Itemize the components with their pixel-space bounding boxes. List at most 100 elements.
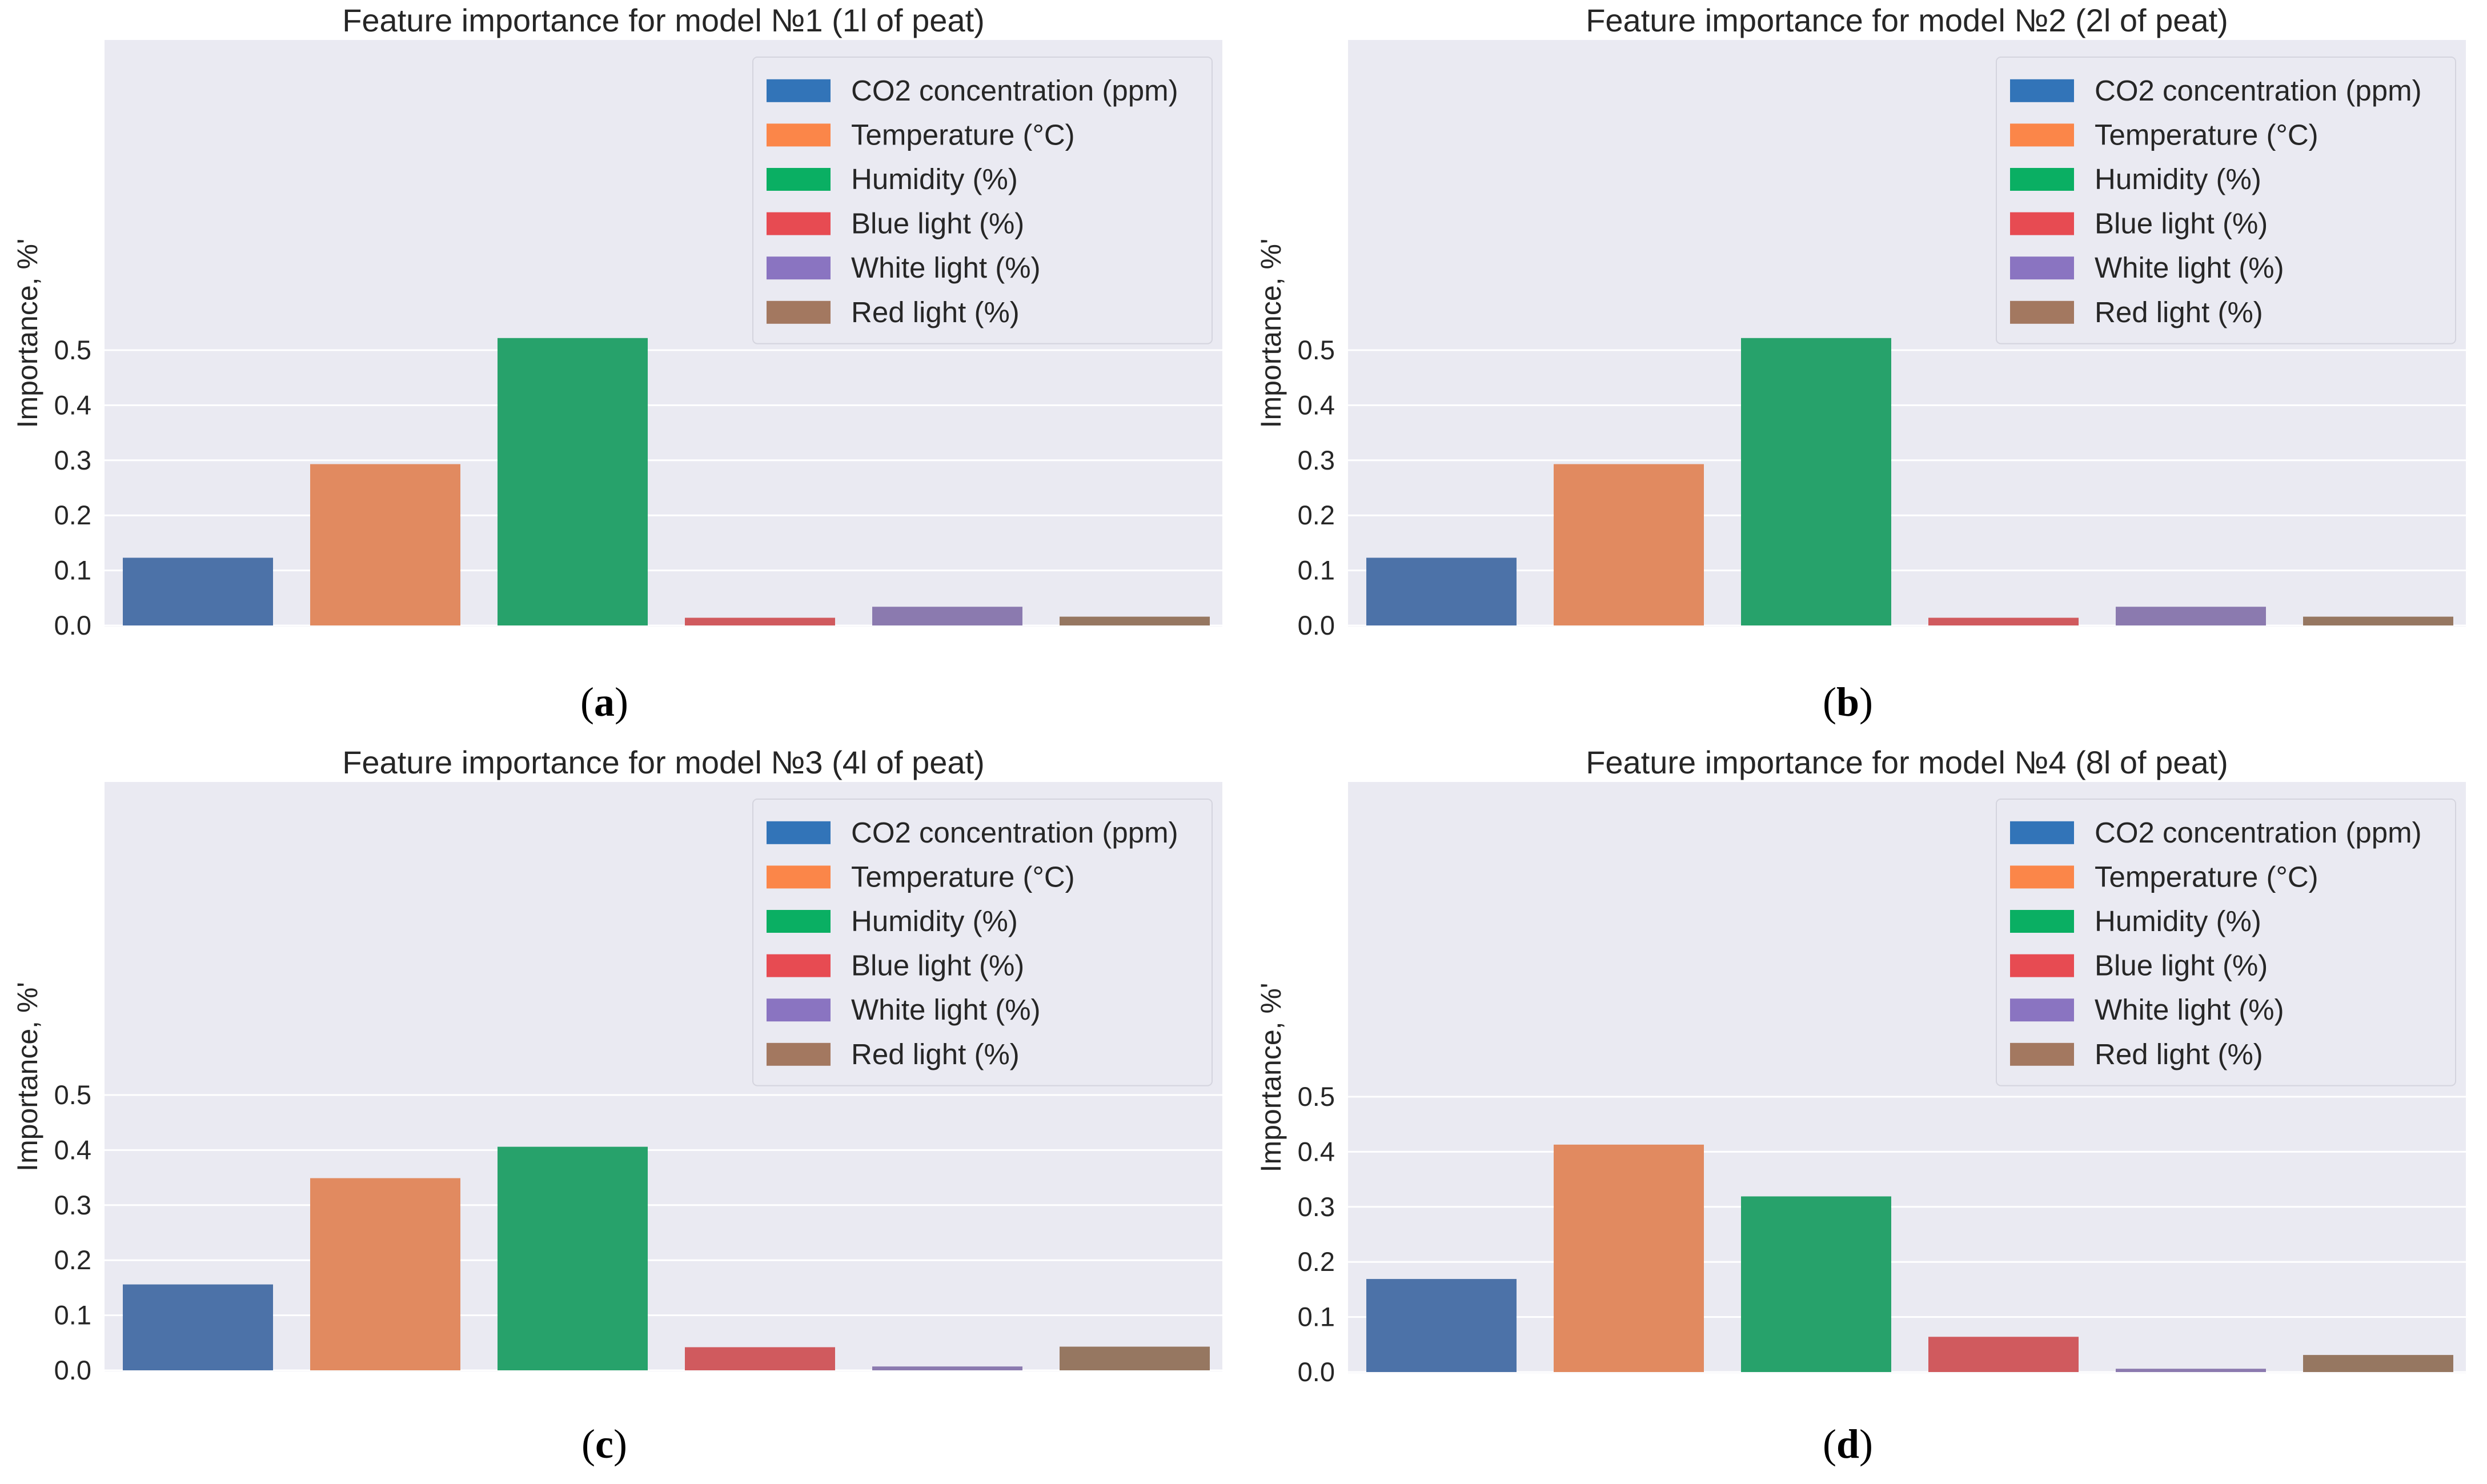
legend-swatch	[767, 910, 831, 933]
bar-blue-light	[685, 617, 835, 625]
panel-letter: (b)	[1823, 679, 1873, 725]
chart-panel-c: 0.0 0.1 0.2 0.3 0.4 0.5 Feature importance for…	[0, 742, 1244, 1484]
y-tick-label: 0.0	[1298, 1357, 1335, 1387]
legend-swatch	[767, 256, 831, 280]
chart-title: Feature importance for model №1 (1l of p…	[342, 2, 985, 38]
legend-swatch	[767, 300, 831, 324]
legend-box	[1996, 57, 2456, 344]
legend-label-temperature-c: Temperature (°C)	[2095, 860, 2318, 893]
legend-swatch	[2010, 821, 2074, 844]
legend-label-temperature-c: Temperature (°C)	[851, 118, 1075, 151]
bar-red-light	[1060, 616, 1210, 625]
legend-label-co2-concentration-ppm: CO2 concentration (ppm)	[2095, 816, 2422, 849]
bar-blue-light	[1928, 1337, 2079, 1372]
bar-red-light	[2303, 1355, 2453, 1372]
legend-swatch	[767, 123, 831, 147]
bar-co2-concentration-ppm	[123, 1284, 273, 1370]
bar-temperature-c	[1554, 1144, 1704, 1372]
chart-svg-a: 0.0 0.1 0.2 0.3 0.4 0.5 Feature importance for…	[11, 2, 1222, 725]
bar-red-light	[2303, 616, 2453, 625]
bar-white-light	[2116, 1369, 2266, 1372]
bar-white-light	[872, 1366, 1022, 1370]
legend-label-temperature-c: Temperature (°C)	[851, 860, 1075, 893]
y-axis-label: Importance, %'	[1255, 239, 1287, 428]
y-axis-label: Importance, %'	[11, 239, 43, 428]
y-tick-label: 0.0	[54, 1355, 91, 1385]
legend-label-co2-concentration-ppm: CO2 concentration (ppm)	[2095, 74, 2422, 107]
y-tick-label: 0.2	[1298, 500, 1335, 530]
panel-letter-value: b	[1836, 679, 1859, 725]
y-tick-label: 0.1	[1298, 555, 1335, 585]
y-tick-label: 0.0	[1298, 610, 1335, 640]
bar-humidity	[498, 338, 648, 625]
legend-label-blue-light: Blue light (%)	[2095, 207, 2268, 240]
chart-svg-b: 0.0 0.1 0.2 0.3 0.4 0.5 Feature importance for…	[1255, 2, 2466, 725]
panel-letter-value: d	[1836, 1421, 1859, 1467]
legend-label-red-light: Red light (%)	[851, 1038, 1020, 1070]
legend-label-humidity: Humidity (%)	[851, 163, 1018, 195]
legend-label-humidity: Humidity (%)	[2095, 905, 2261, 937]
panel-letter-value: a	[594, 679, 615, 725]
y-tick-label: 0.1	[54, 555, 91, 585]
y-axis-label: Importance, %'	[11, 982, 43, 1172]
legend-swatch	[2010, 865, 2074, 889]
y-tick-label: 0.5	[54, 1080, 91, 1110]
legend-label-red-light: Red light (%)	[2095, 296, 2263, 328]
legend-swatch	[2010, 168, 2074, 191]
legend-swatch	[767, 168, 831, 191]
legend-label-co2-concentration-ppm: CO2 concentration (ppm)	[851, 816, 1178, 849]
y-tick-label: 0.1	[1298, 1302, 1335, 1332]
bar-white-light	[872, 607, 1022, 625]
legend-swatch	[767, 212, 831, 235]
legend-swatch	[2010, 256, 2074, 280]
legend-label-red-light: Red light (%)	[2095, 1038, 2263, 1070]
y-tick-label: 0.0	[54, 610, 91, 640]
chart-panel-a: 0.0 0.1 0.2 0.3 0.4 0.5 Feature importance for…	[0, 0, 1244, 742]
legend-box	[752, 799, 1213, 1086]
legend-label-white-light: White light (%)	[851, 993, 1041, 1026]
legend-swatch	[2010, 1042, 2074, 1066]
legend-label-co2-concentration-ppm: CO2 concentration (ppm)	[851, 74, 1178, 107]
panel-letter: (c)	[581, 1421, 627, 1467]
y-tick-label: 0.5	[1298, 335, 1335, 365]
legend-swatch	[767, 1042, 831, 1066]
y-tick-label: 0.3	[1298, 445, 1335, 475]
chart-svg-c: 0.0 0.1 0.2 0.3 0.4 0.5 Feature importance for…	[11, 744, 1222, 1467]
bar-co2-concentration-ppm	[1366, 1279, 1517, 1372]
legend-label-humidity: Humidity (%)	[2095, 163, 2261, 195]
bar-blue-light	[1928, 617, 2079, 625]
bar-humidity	[1741, 1196, 1891, 1372]
legend-swatch	[2010, 212, 2074, 235]
legend-label-white-light: White light (%)	[2095, 993, 2284, 1026]
bar-co2-concentration-ppm	[123, 557, 273, 625]
legend-label-blue-light: Blue light (%)	[851, 949, 1024, 982]
bar-humidity	[498, 1146, 648, 1370]
legend-label-blue-light: Blue light (%)	[2095, 949, 2268, 982]
legend-swatch	[2010, 998, 2074, 1022]
legend-swatch	[2010, 300, 2074, 324]
legend-swatch	[767, 998, 831, 1022]
legend-swatch	[767, 79, 831, 102]
y-tick-label: 0.4	[54, 390, 91, 420]
bar-temperature-c	[310, 1178, 460, 1370]
bar-red-light	[1060, 1346, 1210, 1370]
legend-label-temperature-c: Temperature (°C)	[2095, 118, 2318, 151]
y-tick-label: 0.4	[54, 1134, 91, 1165]
y-tick-label: 0.5	[54, 335, 91, 365]
chart-title: Feature importance for model №3 (4l of p…	[342, 744, 985, 780]
legend-swatch	[2010, 123, 2074, 147]
bar-temperature-c	[310, 464, 460, 625]
y-tick-label: 0.2	[54, 1245, 91, 1275]
y-tick-label: 0.5	[1298, 1081, 1335, 1112]
legend-label-red-light: Red light (%)	[851, 296, 1020, 328]
panel-letter: (d)	[1823, 1421, 1873, 1467]
y-tick-label: 0.2	[54, 500, 91, 530]
panel-letter: (a)	[580, 679, 628, 725]
bar-blue-light	[685, 1347, 835, 1370]
legend-label-white-light: White light (%)	[2095, 251, 2284, 284]
chart-svg-d: 0.0 0.1 0.2 0.3 0.4 0.5 Feature importance for…	[1255, 744, 2466, 1467]
y-tick-label: 0.4	[1298, 390, 1335, 420]
legend-swatch	[767, 954, 831, 977]
y-tick-label: 0.3	[54, 445, 91, 475]
legend-swatch	[2010, 79, 2074, 102]
